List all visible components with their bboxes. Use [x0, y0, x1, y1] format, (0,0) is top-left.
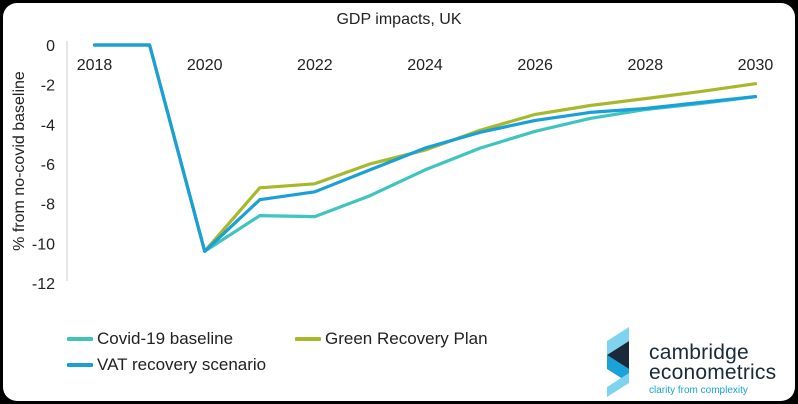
legend-item-green-recovery: Green Recovery Plan	[295, 329, 488, 349]
legend: Covid-19 baseline Green Recovery Plan VA…	[67, 329, 537, 389]
y-tick-label: -12	[32, 276, 55, 293]
chart-title: GDP impacts, UK	[336, 11, 461, 28]
legend-label-vat-recovery: VAT recovery scenario	[97, 355, 267, 374]
y-tick-label: -6	[41, 157, 55, 174]
series-lines	[92, 43, 758, 253]
y-tick-label: -8	[41, 197, 55, 214]
y-tick-label: -10	[32, 236, 55, 253]
logo-line1: cambridge	[649, 341, 749, 364]
logo-line2: econometrics	[649, 361, 777, 384]
x-tick-label: 2026	[517, 57, 553, 74]
cambridge-econometrics-logo: cambridge econometrics clarity from comp…	[601, 325, 791, 397]
y-tick-label: -4	[41, 117, 55, 134]
legend-item-covid-baseline: Covid-19 baseline	[67, 329, 233, 349]
legend-item-vat-recovery: VAT recovery scenario	[67, 355, 266, 375]
logo-tagline: clarity from complexity	[649, 385, 748, 396]
legend-label-covid-baseline: Covid-19 baseline	[97, 329, 234, 348]
legend-swatch-green-recovery	[295, 337, 321, 341]
y-tick-label: -2	[41, 78, 55, 95]
x-tick-label: 2024	[407, 57, 443, 74]
y-axis-label: % from no-covid baseline	[11, 71, 28, 251]
x-tick-label: 2030	[738, 57, 774, 74]
x-tick-label: 2028	[628, 57, 664, 74]
x-tick-label: 2020	[187, 57, 223, 74]
legend-swatch-vat-recovery	[67, 363, 93, 367]
y-tick-label: 0	[46, 38, 55, 55]
x-tick-label: 2022	[297, 57, 333, 74]
chart-card: GDP impacts, UK % from no-covid baseline…	[3, 3, 795, 401]
x-tick-labels: 2018 2020 2022 2024 2026 2028 2030	[77, 57, 774, 74]
legend-label-green-recovery: Green Recovery Plan	[325, 329, 488, 348]
legend-swatch-covid-baseline	[67, 337, 93, 341]
y-tick-labels: 0 -2 -4 -6 -8 -10 -12	[32, 38, 55, 293]
gdp-line-chart: GDP impacts, UK % from no-covid baseline…	[11, 11, 774, 293]
x-tick-label: 2018	[77, 57, 113, 74]
logo-mark-icon	[607, 327, 629, 397]
series-line-vat-recovery-scenario	[92, 43, 758, 253]
